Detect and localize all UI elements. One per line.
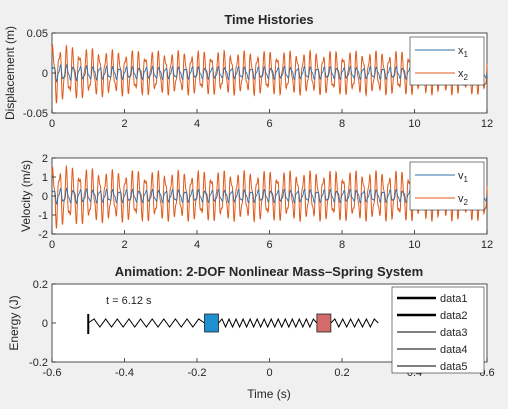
y-tick-label: 2 [42,153,48,165]
x-tick-label: 2 [121,239,127,251]
y-tick-label: 0.05 [27,28,48,40]
x-tick-label: -0.2 [188,367,207,379]
x-tick-label: 0 [49,118,55,130]
x-tick-label: 10 [408,118,420,130]
x-tick-label: -0.6 [43,367,62,379]
spring-1 [87,318,205,328]
legend-label-data3: data3 [440,327,468,339]
x-tick-label: -0.4 [115,367,134,379]
displacement-legend[interactable]: x1 x2 [409,36,485,86]
mass-1 [204,313,219,333]
legend-x1-label: x1 [458,45,469,59]
x-tick-label: 0 [49,239,55,251]
animation-legend[interactable]: data1 data2 data3 data4 data5 [391,286,485,374]
legend-v2-label: v2 [458,193,469,207]
x-tick-label: 6 [266,118,272,130]
x-tick-label: 12 [481,118,493,130]
animation-legend-entries: data1 data2 data3 data4 data5 [397,293,468,373]
x-tick-label: 10 [408,239,420,251]
y-tick-label: -1 [38,210,48,222]
x-tick-label: 8 [339,239,345,251]
displacement-legend-box [409,36,485,86]
animation-legend-box [391,286,485,374]
x-tick-label: 0.2 [334,367,349,379]
y-tick-label: 1 [42,172,48,184]
time-annotation: t = 6.12 s [106,295,152,307]
y-tick-label: -0.05 [23,108,48,120]
displacement-title: Time Histories [224,12,313,27]
x-tick-label: 2 [121,118,127,130]
legend-label-data4: data4 [440,344,468,356]
mass-spring-scene [87,313,379,334]
animation-xlabel: Time (s) [247,387,291,401]
velocity-legend-box [409,161,485,211]
legend-label-data2: data2 [440,310,468,322]
displacement-ylabel: Displacement (m) [3,26,17,120]
legend-label-data5: data5 [440,361,468,373]
x-tick-label: 4 [194,118,200,130]
y-tick-label: 0.2 [33,279,48,291]
x-tick-label: 4 [194,239,200,251]
x-tick-label: 0 [266,367,272,379]
y-tick-label: 0 [42,318,48,330]
x-tick-label: 12 [481,239,493,251]
legend-v1-label: v1 [458,170,469,184]
legend-label-data1: data1 [440,293,468,305]
animation-title: Animation: 2-DOF Nonlinear Mass–Spring S… [115,264,423,279]
x-tick-label: 6 [266,239,272,251]
x-tick-label: 8 [339,118,345,130]
y-tick-label: -0.2 [29,357,48,369]
legend-x2-label: x2 [458,68,469,82]
spring-2 [218,317,318,329]
mass-2 [316,313,332,333]
animation-ylabel: Energy (J) [7,295,21,350]
velocity-ylabel: Velocity (m/s) [19,160,33,232]
y-tick-label: 0 [42,191,48,203]
y-tick-label: -2 [38,229,48,241]
velocity-legend[interactable]: v1 v2 [409,161,485,211]
y-tick-label: 0 [42,68,48,80]
spring-3 [330,317,379,329]
animation-panel[interactable]: -0.6-0.4-0.200.20.40.6-0.200.2 Animation… [7,264,495,401]
